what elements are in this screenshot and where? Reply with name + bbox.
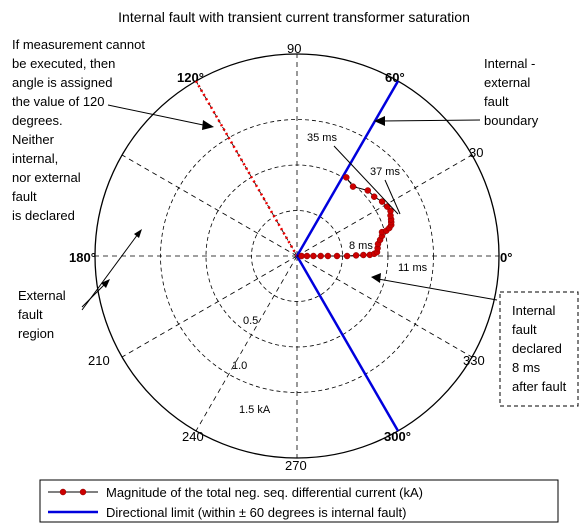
trajectory-point	[364, 187, 372, 194]
annotation-line: be executed, then	[12, 56, 115, 71]
annotation-line: If measurement cannot	[12, 37, 145, 52]
trajectory-point	[310, 252, 317, 260]
spoke-line	[121, 255, 298, 358]
annotation-external-region: External fault region	[18, 288, 66, 341]
legend-marker	[79, 488, 87, 496]
legend-box	[39, 479, 559, 523]
angle-label-90: 90	[287, 41, 301, 56]
trajectory-point	[352, 252, 360, 259]
arrowhead	[371, 273, 381, 283]
annotation-line: 8 ms	[512, 360, 541, 375]
trajectory-point	[378, 198, 386, 205]
angle-label-30: 30	[469, 145, 483, 160]
legend-label-limit: Directional limit (within ± 60 degrees i…	[106, 505, 406, 520]
arrowhead	[134, 229, 142, 238]
angle-label-0: 0°	[500, 250, 512, 265]
spoke-line	[121, 154, 298, 257]
annotation-box	[499, 291, 579, 407]
trajectory-point	[349, 183, 357, 190]
annotation-line: region	[18, 326, 54, 341]
angle-label-330: 330	[463, 353, 485, 368]
trajectory-series	[297, 174, 395, 260]
annotation-line: declared	[512, 341, 562, 356]
annotation-line: fault	[484, 94, 509, 109]
legend-marker	[59, 488, 67, 496]
annotation-line: is declared	[12, 208, 75, 223]
annotation-line: External	[18, 288, 66, 303]
arrowhead	[374, 116, 385, 126]
arrowhead	[202, 120, 214, 130]
trajectory-point	[343, 174, 350, 181]
trajectory-point	[360, 251, 367, 259]
plot-title: Internal fault with transient current tr…	[118, 9, 470, 25]
angle-label-270: 270	[285, 458, 307, 473]
angle-label-120: 120°	[177, 70, 204, 85]
annotation-arrow-external-2	[81, 233, 139, 311]
trajectory-point	[343, 252, 351, 260]
annotation-line: Internal -	[484, 56, 535, 71]
trajectory-point	[333, 252, 341, 260]
trajectory-point	[303, 252, 311, 260]
arrowhead	[101, 279, 110, 288]
annotation-line: internal,	[12, 151, 58, 166]
ring-label-05: 0.5	[243, 315, 258, 327]
spoke-line	[296, 255, 473, 358]
annotation-line: after fault	[512, 379, 567, 394]
callout-35ms	[333, 145, 399, 215]
time-label-37ms: 37 ms	[370, 166, 400, 178]
annotation-line: angle is assigned	[12, 75, 112, 90]
annotation-no-measurement: If measurement cannot be executed, then …	[12, 37, 145, 223]
annotation-line: fault	[18, 307, 43, 322]
trajectory-point	[383, 203, 391, 210]
annotation-line: fault	[12, 189, 37, 204]
angle-label-300: 300°	[384, 429, 411, 444]
trajectory-point	[298, 252, 305, 260]
annotation-line: Neither	[12, 132, 55, 147]
trajectory-point	[387, 207, 394, 215]
callout-37ms	[384, 179, 401, 215]
ring-label-10: 1.0	[232, 360, 247, 372]
angle-label-210: 210	[88, 353, 110, 368]
annotation-boundary: Internal - external fault boundary	[484, 56, 539, 128]
time-label-35ms: 35 ms	[307, 132, 337, 144]
no-measurement-line	[194, 80, 299, 257]
annotation-arrow-120	[107, 104, 209, 127]
spoke-line	[195, 255, 298, 432]
annotation-line: external	[484, 75, 530, 90]
annotation-arrow-external-1	[81, 282, 107, 308]
directional-limit-line-60	[295, 80, 400, 257]
angle-label-240: 240	[182, 429, 204, 444]
annotation-arrow-declared	[377, 278, 498, 301]
legend-label-trajectory: Magnitude of the total neg. seq. differe…	[106, 485, 423, 500]
annotation-line: degrees.	[12, 113, 63, 128]
annotation-internal-declared: Internal fault declared 8 ms after fault	[512, 303, 567, 394]
angle-label-60: 60°	[385, 70, 405, 85]
trajectory-point	[324, 252, 332, 260]
annotation-line: fault	[512, 322, 537, 337]
annotation-line: nor external	[12, 170, 81, 185]
time-label-11ms: 11 ms	[398, 262, 428, 274]
ring-label-15: 1.5 kA	[239, 404, 271, 416]
trajectory-point	[370, 193, 378, 200]
time-label-8ms: 8 ms	[349, 240, 373, 252]
trajectory-point	[317, 252, 324, 260]
annotation-arrow-boundary	[379, 119, 481, 122]
annotation-line: the value of 120	[12, 94, 105, 109]
annotation-line: Internal	[512, 303, 555, 318]
angle-label-180: 180°	[69, 250, 96, 265]
directional-limit-line-300	[295, 255, 400, 432]
annotation-line: boundary	[484, 113, 539, 128]
